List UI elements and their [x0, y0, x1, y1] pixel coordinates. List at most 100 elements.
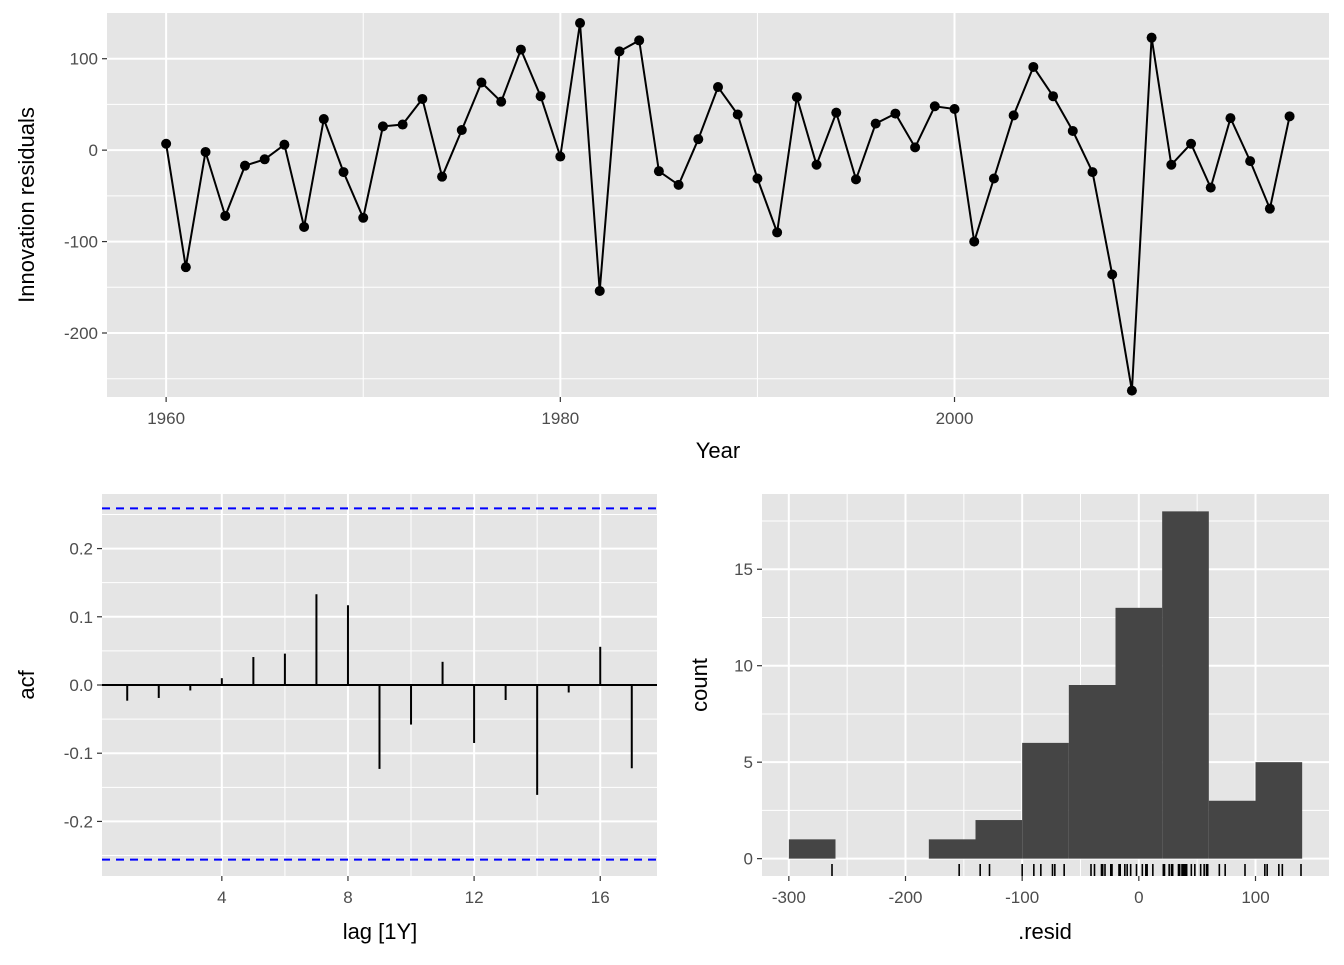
residual-point — [870, 118, 881, 129]
residual-point — [772, 227, 783, 238]
histogram-bar — [928, 839, 976, 859]
residual-point — [318, 114, 329, 125]
residual-point — [713, 82, 723, 93]
acf-x-axis-title: lag [1Y] — [343, 919, 418, 944]
residual-point — [791, 92, 802, 103]
histogram-bar — [1162, 511, 1209, 859]
residual-point — [279, 139, 290, 150]
histogram-bar — [1255, 762, 1303, 859]
residual-point — [890, 108, 901, 119]
residual-point — [1205, 182, 1216, 193]
residual-point — [259, 154, 270, 165]
acf-y-tick-label: 0.1 — [69, 608, 93, 627]
residual-point — [1225, 113, 1236, 124]
histogram-y-ticks: 0 5 10 15 — [734, 560, 762, 869]
residual-point — [1186, 138, 1197, 149]
histogram-x-tick-label: 100 — [1241, 888, 1269, 907]
acf-confidence-bounds — [102, 507, 657, 861]
residual-point — [555, 151, 566, 162]
acf-x-ticks: 4 8 12 16 — [217, 876, 610, 907]
residuals-gridlines — [107, 13, 1329, 397]
residual-point — [1067, 125, 1078, 136]
residual-point — [338, 167, 349, 178]
residual-point — [969, 236, 980, 247]
residual-point — [397, 119, 408, 130]
acf-y-tick-label: 0.2 — [69, 540, 93, 559]
histogram-bar — [1115, 607, 1163, 859]
residual-point — [239, 160, 250, 171]
residual-point — [456, 125, 467, 136]
residual-point — [1245, 156, 1256, 167]
acf-y-ticks: 0.2 0.1 0.0 -0.1 -0.2 — [64, 540, 102, 831]
acf-y-tick-label: -0.2 — [64, 812, 93, 831]
histogram-bar — [788, 839, 836, 859]
histogram-x-tick-label: -300 — [772, 888, 806, 907]
residual-point — [1264, 203, 1275, 214]
residual-point — [437, 171, 448, 182]
residual-point — [180, 262, 191, 273]
residual-point — [1284, 111, 1295, 122]
acf-x-tick-label: 8 — [343, 888, 352, 907]
residuals-histogram: -300 -200 -100 0 100 0 5 10 15 .resid count — [687, 494, 1329, 944]
acf-y-tick-label: 0.0 — [69, 676, 93, 695]
histogram-bar — [1022, 742, 1069, 859]
residual-point — [1028, 61, 1039, 72]
residuals-y-tick-label: 0 — [89, 141, 98, 160]
histogram-bars — [788, 511, 1303, 859]
residual-point — [752, 173, 763, 184]
acf-y-axis-title: acf — [14, 669, 39, 699]
residual-point — [535, 91, 546, 102]
residual-point — [929, 101, 940, 112]
acf-x-tick-label: 12 — [465, 888, 484, 907]
residual-point — [1166, 159, 1177, 170]
residuals-x-tick-label: 1980 — [541, 409, 579, 428]
residual-point — [417, 93, 428, 104]
histogram-x-ticks: -300 -200 -100 0 100 — [772, 876, 1270, 907]
histogram-y-tick-label: 10 — [734, 657, 753, 676]
residual-point — [496, 96, 507, 107]
residual-point — [1087, 167, 1098, 178]
residual-point — [988, 173, 999, 184]
residuals-y-tick-label: -200 — [64, 324, 98, 343]
histogram-y-tick-label: 0 — [744, 850, 753, 869]
acf-y-tick-label: -0.1 — [64, 744, 93, 763]
histogram-x-tick-label: -200 — [888, 888, 922, 907]
residuals-y-ticks: 100 0 -100 -200 — [64, 50, 107, 343]
residuals-y-tick-label: -100 — [64, 233, 98, 252]
residual-point — [910, 142, 921, 153]
acf-x-tick-label: 16 — [591, 888, 610, 907]
residuals-x-tick-label: 2000 — [936, 409, 974, 428]
residual-point — [1008, 110, 1019, 121]
residuals-x-ticks: 1960 1980 2000 — [147, 397, 973, 428]
residual-point — [811, 159, 822, 170]
residual-point — [949, 104, 960, 114]
residual-point — [200, 146, 211, 157]
residual-point — [614, 46, 625, 57]
residual-point — [1107, 269, 1118, 280]
residual-point — [1126, 385, 1137, 396]
residual-point — [594, 285, 605, 296]
histogram-bar — [975, 820, 1023, 859]
residuals-x-axis-title: Year — [696, 438, 740, 463]
residuals-line — [165, 22, 1291, 391]
residual-point — [634, 35, 645, 46]
residual-point — [693, 134, 704, 145]
histogram-y-tick-label: 15 — [734, 560, 753, 579]
residual-point — [732, 109, 743, 120]
residual-point — [476, 77, 487, 88]
residual-point — [515, 44, 526, 55]
residual-point — [1048, 91, 1059, 102]
residuals-panel-background — [107, 13, 1329, 397]
histogram-x-tick-label: -100 — [1005, 888, 1039, 907]
acf-spikes — [102, 594, 657, 795]
histogram-x-axis-title: .resid — [1018, 919, 1072, 944]
residual-point — [575, 18, 586, 29]
residual-point — [358, 212, 369, 223]
residual-point — [673, 179, 684, 190]
residual-point — [850, 174, 861, 185]
residual-point — [653, 166, 664, 177]
histogram-y-axis-title: count — [687, 658, 712, 712]
residual-point — [1146, 32, 1157, 43]
residuals-series — [165, 22, 1291, 391]
